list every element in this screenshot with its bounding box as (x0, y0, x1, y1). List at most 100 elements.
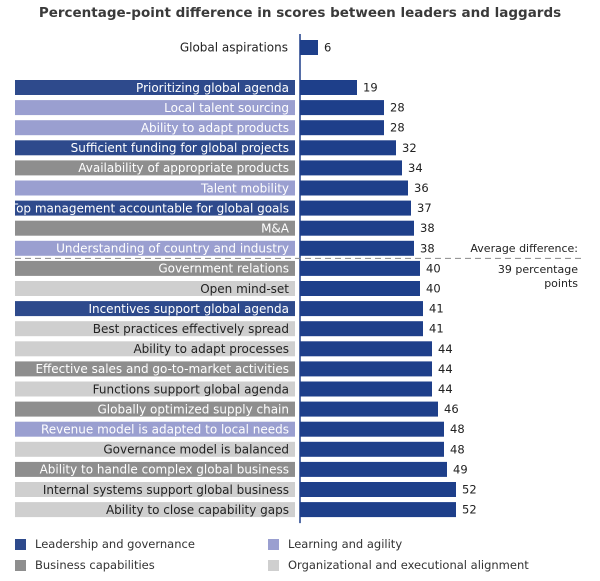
bar-understanding-of-country-and-industry (300, 240, 414, 256)
bar-sufficient-funding-for-global-projects (300, 140, 396, 156)
bar-local-talent-sourcing (300, 100, 384, 116)
category-band-local-talent-sourcing (15, 100, 295, 116)
average-difference-note: points (544, 277, 578, 290)
value-label-internal-systems-support-global-business: 52 (462, 483, 477, 497)
value-label-governance-model-is-balanced: 48 (450, 442, 465, 456)
bar-globally-optimized-supply-chain (300, 401, 438, 417)
bar-incentives-support-global-agenda (300, 301, 423, 317)
legend-label-leadership: Leadership and governance (35, 537, 195, 551)
category-band-prioritizing-global-agenda (15, 80, 295, 95)
category-band-open-mind-set (15, 281, 295, 296)
category-label-internal-systems-support-global-business: Internal systems support global business (43, 483, 289, 497)
category-band-ability-to-close-capability-gaps (15, 502, 295, 518)
category-label-revenue-model-is-adapted-to-local-needs: Revenue model is adapted to local needs (41, 423, 289, 437)
category-band-internal-systems-support-global-business (15, 482, 295, 497)
category-band-ability-to-adapt-processes (15, 341, 295, 357)
category-band-ability-to-handle-complex-global-business (15, 461, 295, 477)
category-label-ability-to-adapt-processes: Ability to adapt processes (133, 342, 289, 356)
bar-ability-to-adapt-products (300, 120, 384, 136)
value-label-open-mind-set: 40 (426, 282, 441, 296)
category-band-talent-mobility (15, 180, 295, 196)
bar-best-practices-effectively-spread (300, 321, 423, 337)
category-label-top-management-accountable-for-global-goals: Top management accountable for global go… (10, 201, 289, 215)
value-label-top-management-accountable-for-global-goals: 37 (417, 201, 432, 215)
category-band-sufficient-funding-for-global-projects (15, 140, 295, 156)
category-band-best-practices-effectively-spread (15, 321, 295, 337)
category-label-sufficient-funding-for-global-projects: Sufficient funding for global projects (71, 141, 289, 155)
bar-top-management-accountable-for-global-goals (300, 200, 411, 216)
value-label-prioritizing-global-agenda: 19 (363, 81, 378, 95)
average-difference-note: 39 percentage (498, 263, 578, 276)
value-label-ability-to-adapt-products: 28 (390, 121, 405, 135)
chart-title: Percentage-point difference in scores be… (39, 5, 561, 21)
legend-swatch-organizational (268, 560, 279, 571)
legend-swatch-leadership (15, 539, 26, 550)
value-label-revenue-model-is-adapted-to-local-needs: 48 (450, 422, 465, 436)
bar-government-relations (300, 260, 420, 276)
category-label-ability-to-handle-complex-global-business: Ability to handle complex global busines… (40, 463, 289, 477)
category-label-availability-of-appropriate-products: Availability of appropriate products (78, 161, 289, 175)
average-difference-note: Average difference: (470, 242, 578, 255)
category-label-incentives-support-global-agenda: Incentives support global agenda (88, 302, 289, 316)
bar-global-aspirations (300, 40, 318, 55)
bar-effective-sales-and-go-to-market-activities (300, 361, 432, 377)
value-label-government-relations: 40 (426, 261, 441, 275)
value-label-best-practices-effectively-spread: 41 (429, 322, 444, 336)
bar-prioritizing-global-agenda (300, 80, 357, 95)
category-label-best-practices-effectively-spread: Best practices effectively spread (93, 322, 289, 336)
value-label-global-aspirations: 6 (324, 41, 331, 55)
category-band-availability-of-appropriate-products (15, 160, 295, 176)
category-label-global-aspirations: Global aspirations (180, 41, 288, 55)
bar-ability-to-close-capability-gaps (300, 502, 456, 518)
category-label-understanding-of-country-and-industry: Understanding of country and industry (56, 242, 289, 256)
category-label-government-relations: Government relations (158, 262, 289, 276)
value-label-m-a: 38 (420, 221, 435, 235)
legend-swatch-business (15, 560, 26, 571)
category-band-incentives-support-global-agenda (15, 301, 295, 317)
category-band-m-a (15, 220, 295, 236)
category-label-m-a: M&A (261, 222, 290, 236)
bar-ability-to-handle-complex-global-business (300, 461, 447, 477)
bar-availability-of-appropriate-products (300, 160, 402, 176)
legend-swatch-learning (268, 539, 279, 550)
category-band-understanding-of-country-and-industry (15, 240, 295, 256)
category-band-globally-optimized-supply-chain (15, 401, 295, 417)
value-label-ability-to-close-capability-gaps: 52 (462, 503, 477, 517)
category-band-governance-model-is-balanced (15, 441, 295, 457)
category-label-talent-mobility: Talent mobility (200, 181, 289, 195)
category-label-ability-to-adapt-products: Ability to adapt products (141, 121, 289, 135)
bar-governance-model-is-balanced (300, 441, 444, 457)
bars: Global aspirations 6 Prioritizing global a… (10, 34, 585, 524)
value-label-ability-to-adapt-processes: 44 (438, 342, 453, 356)
value-label-functions-support-global-agenda: 44 (438, 382, 453, 396)
category-label-local-talent-sourcing: Local talent sourcing (164, 101, 289, 115)
value-label-availability-of-appropriate-products: 34 (408, 161, 423, 175)
bar-revenue-model-is-adapted-to-local-needs (300, 421, 444, 437)
category-band-effective-sales-and-go-to-market-activities (15, 361, 295, 377)
bar-ability-to-adapt-processes (300, 341, 432, 357)
value-label-incentives-support-global-agenda: 41 (429, 302, 444, 316)
value-label-sufficient-funding-for-global-projects: 32 (402, 141, 417, 155)
category-label-globally-optimized-supply-chain: Globally optimized supply chain (97, 402, 289, 416)
value-label-understanding-of-country-and-industry: 38 (420, 241, 435, 255)
bar-m-a (300, 220, 414, 236)
category-label-prioritizing-global-agenda: Prioritizing global agenda (136, 81, 289, 95)
value-label-ability-to-handle-complex-global-business: 49 (453, 462, 468, 476)
category-label-effective-sales-and-go-to-market-activities: Effective sales and go-to-market activit… (35, 362, 289, 376)
category-label-governance-model-is-balanced: Governance model is balanced (103, 443, 289, 457)
bar-functions-support-global-agenda (300, 381, 432, 397)
value-label-globally-optimized-supply-chain: 46 (444, 402, 459, 416)
legend-label-business: Business capabilities (35, 558, 155, 572)
category-band-revenue-model-is-adapted-to-local-needs (15, 421, 295, 437)
value-label-effective-sales-and-go-to-market-activities: 44 (438, 362, 453, 376)
legend-label-learning: Learning and agility (288, 537, 402, 551)
value-label-local-talent-sourcing: 28 (390, 101, 405, 115)
value-label-talent-mobility: 36 (414, 181, 429, 195)
bar-talent-mobility (300, 180, 408, 196)
category-band-functions-support-global-agenda (15, 381, 295, 397)
category-band-ability-to-adapt-products (15, 120, 295, 136)
legend-label-organizational: Organizational and executional alignment (288, 558, 529, 572)
category-label-open-mind-set: Open mind-set (200, 282, 289, 296)
category-band-top-management-accountable-for-global-goals (15, 200, 295, 216)
